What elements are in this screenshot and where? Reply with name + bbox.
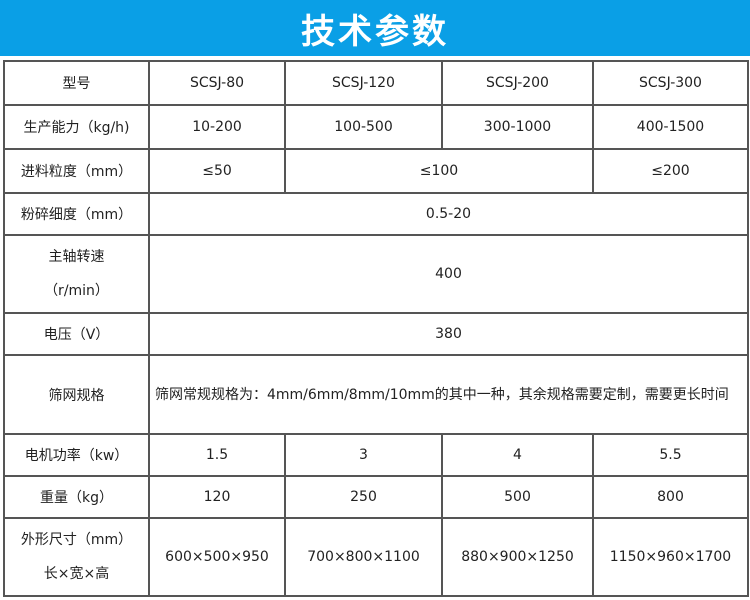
row-label: 型号 xyxy=(3,60,150,106)
table-row: 外形尺寸（mm） 长×宽×高 600×500×950 700×800×1100 … xyxy=(3,517,749,597)
row-label: 筛网规格 xyxy=(3,354,150,435)
cell: 250 xyxy=(284,475,443,519)
cell: 880×900×1250 xyxy=(441,517,594,597)
table-row: 筛网规格 筛网常规规格为：4mm/6mm/8mm/10mm的其中一种，其余规格需… xyxy=(3,354,749,435)
cell: 3 xyxy=(284,433,443,477)
cell: ≤50 xyxy=(148,148,286,194)
row-label: 生产能力（kg/h) xyxy=(3,104,150,150)
row-label: 进料粒度（mm） xyxy=(3,148,150,194)
cell: 5.5 xyxy=(592,433,749,477)
cell: ≤200 xyxy=(592,148,749,194)
cell: 600×500×950 xyxy=(148,517,286,597)
cell: SCSJ-200 xyxy=(441,60,594,106)
cell: 4 xyxy=(441,433,594,477)
table-row: 型号 SCSJ-80 SCSJ-120 SCSJ-200 SCSJ-300 xyxy=(3,60,749,106)
cell: 400 xyxy=(148,234,749,314)
table-row: 主轴转速 （r/min） 400 xyxy=(3,234,749,314)
cell: 400-1500 xyxy=(592,104,749,150)
cell: 300-1000 xyxy=(441,104,594,150)
row-label: 粉碎细度（mm） xyxy=(3,192,150,236)
cell: 筛网常规规格为：4mm/6mm/8mm/10mm的其中一种，其余规格需要定制，需… xyxy=(148,354,749,435)
table-row: 重量（kg） 120 250 500 800 xyxy=(3,475,749,519)
row-label-line2: 长×宽×高 xyxy=(43,566,110,582)
cell: 800 xyxy=(592,475,749,519)
row-label: 电机功率（kw） xyxy=(3,433,150,477)
spec-table: 型号 SCSJ-80 SCSJ-120 SCSJ-200 SCSJ-300 生产… xyxy=(3,60,749,597)
cell: 120 xyxy=(148,475,286,519)
row-label-line1: 外形尺寸（mm） xyxy=(20,532,133,548)
table-row: 生产能力（kg/h) 10-200 100-500 300-1000 400-1… xyxy=(3,104,749,150)
title-banner: 技术参数 xyxy=(0,0,750,56)
cell: 1.5 xyxy=(148,433,286,477)
cell: 100-500 xyxy=(284,104,443,150)
cell: 0.5-20 xyxy=(148,192,749,236)
cell: 700×800×1100 xyxy=(284,517,443,597)
cell: 10-200 xyxy=(148,104,286,150)
cell: SCSJ-80 xyxy=(148,60,286,106)
row-label: 电压（V） xyxy=(3,312,150,356)
row-label-line2: （r/min） xyxy=(44,283,109,299)
cell: SCSJ-300 xyxy=(592,60,749,106)
cell: 380 xyxy=(148,312,749,356)
table-row: 粉碎细度（mm） 0.5-20 xyxy=(3,192,749,236)
row-label: 主轴转速 （r/min） xyxy=(3,234,150,314)
table-row: 电压（V） 380 xyxy=(3,312,749,356)
cell: 1150×960×1700 xyxy=(592,517,749,597)
cell: SCSJ-120 xyxy=(284,60,443,106)
page-title: 技术参数 xyxy=(301,11,449,52)
cell: ≤100 xyxy=(284,148,594,194)
row-label: 重量（kg） xyxy=(3,475,150,519)
table-row: 进料粒度（mm） ≤50 ≤100 ≤200 xyxy=(3,148,749,194)
row-label-line1: 主轴转速 xyxy=(48,249,105,265)
cell: 500 xyxy=(441,475,594,519)
row-label: 外形尺寸（mm） 长×宽×高 xyxy=(3,517,150,597)
table-row: 电机功率（kw） 1.5 3 4 5.5 xyxy=(3,433,749,477)
